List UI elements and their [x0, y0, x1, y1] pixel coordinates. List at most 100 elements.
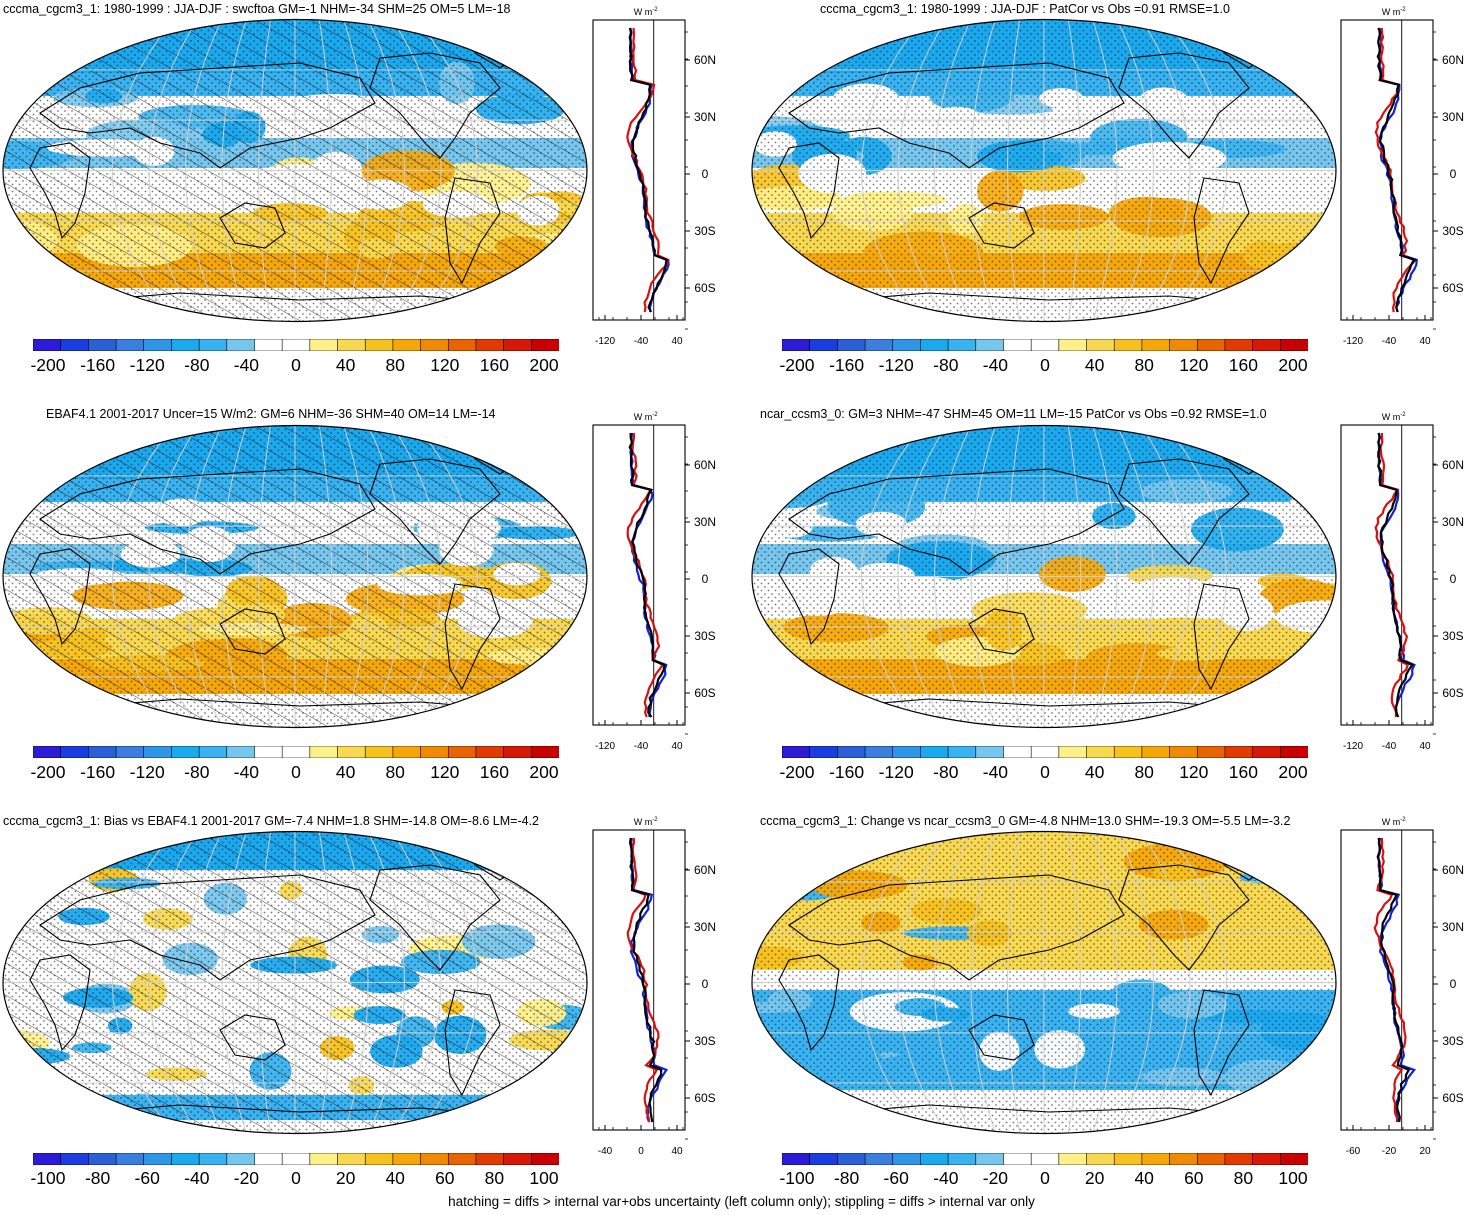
- zonal-unit-label: W m-2: [1382, 817, 1406, 827]
- colorbar-tick-label: -120: [878, 355, 914, 375]
- zonal-lat-label: 60N: [1442, 863, 1464, 877]
- zonal-lat-label: 60N: [1442, 458, 1464, 472]
- colorbar-tick-label: 40: [335, 762, 356, 782]
- zonal-x-label: 40: [1419, 741, 1431, 752]
- colorbar-swatch: [864, 339, 894, 351]
- colorbar-swatch: [392, 339, 422, 351]
- zonal-lat-label: 30S: [694, 1034, 715, 1048]
- zonal-lat-label: 30N: [694, 515, 716, 529]
- zonal-curve: [628, 432, 666, 718]
- colorbar-swatch: [143, 339, 173, 351]
- map-graticule: [752, 831, 1336, 1134]
- zonal-frame: [592, 19, 686, 321]
- colorbar-swatch: [947, 1153, 977, 1165]
- colorbar-swatch: [1169, 746, 1198, 758]
- colorbar-tick-label: 0: [1040, 1168, 1050, 1188]
- colorbar-tick-label: -80: [933, 762, 959, 782]
- colorbar-tick-label: 0: [291, 355, 301, 375]
- colorbar-swatch: [1141, 339, 1171, 351]
- panel-2-title: cccma_cgcm3_1: 1980-1999 : JJA-DJF : Pat…: [820, 2, 1230, 16]
- zonal-curve: [628, 837, 663, 1123]
- colorbar-tick-label: -60: [883, 1168, 909, 1188]
- zonal-lat-label: 60N: [694, 53, 716, 67]
- colorbar-tick-label: -80: [833, 1168, 860, 1188]
- colorbar-swatch: [975, 339, 1005, 351]
- panel-3-title: EBAF4.1 2001-2017 Uncer=15 W/m2: GM=6 NH…: [46, 407, 496, 421]
- colorbar-tick-label: -80: [933, 355, 959, 375]
- figure-footer-note: hatching = diffs > internal var+obs unce…: [448, 1194, 1035, 1209]
- colorbar-tick-label: 120: [430, 762, 460, 782]
- zonal-unit-label: W m-2: [1382, 7, 1406, 17]
- colorbar-tick-label: 160: [1228, 355, 1258, 375]
- zonal-lat-label: 30S: [1442, 224, 1463, 238]
- colorbar-tick-label: -60: [134, 1168, 160, 1188]
- colorbar-tick-label: -200: [779, 762, 815, 782]
- colorbar-tick-label: 80: [385, 355, 405, 375]
- colorbar-swatch: [1058, 746, 1088, 758]
- map-graticule: [752, 19, 1336, 322]
- colorbar-tick-label: 0: [1040, 762, 1050, 782]
- colorbar-swatch: [1030, 746, 1060, 758]
- colorbar-swatch: [364, 746, 394, 758]
- panel-4-colorbar: [782, 746, 1308, 758]
- zonal-lat-label: 60N: [694, 863, 716, 877]
- colorbar-swatch: [1196, 1153, 1226, 1165]
- colorbar-tick-label: -80: [84, 1168, 111, 1188]
- zonal-curve: [626, 27, 670, 313]
- colorbar-swatch: [531, 339, 559, 351]
- colorbar-tick-label: -160: [80, 762, 116, 782]
- colorbar-swatch: [503, 746, 533, 758]
- colorbar-tick-label: -160: [829, 355, 865, 375]
- colorbar-swatch: [337, 339, 366, 351]
- colorbar-swatch: [1086, 339, 1115, 351]
- zonal-curve: [1377, 837, 1417, 1123]
- colorbar-swatch: [837, 1153, 866, 1165]
- panel-5-title: cccma_cgcm3_1: Bias vs EBAF4.1 2001-2017…: [3, 814, 539, 828]
- colorbar-swatch: [864, 746, 894, 758]
- colorbar-swatch: [337, 1153, 366, 1165]
- colorbar-swatch: [88, 339, 117, 351]
- colorbar-swatch: [1224, 746, 1254, 758]
- colorbar-swatch: [309, 339, 339, 351]
- zonal-curve: [1374, 432, 1410, 718]
- panel-4-map: [751, 424, 1337, 729]
- colorbar-swatch: [1030, 1153, 1060, 1165]
- colorbar-swatch: [920, 1153, 949, 1165]
- colorbar-swatch: [447, 1153, 477, 1165]
- panel-6-colorbar-labels: -100 -80 -60 -40 -20 0 20 40 60 80 100: [779, 1168, 1308, 1190]
- colorbar-swatch: [115, 1153, 145, 1165]
- colorbar-swatch: [198, 746, 228, 758]
- colorbar-tick-label: -200: [30, 355, 66, 375]
- panel-3-map: [2, 424, 588, 729]
- zonal-lat-label: 60N: [1442, 53, 1464, 67]
- colorbar-tick-label: 0: [291, 762, 301, 782]
- zonal-lat-label: 30S: [694, 629, 715, 643]
- colorbar-swatch: [309, 1153, 339, 1165]
- colorbar-swatch: [143, 746, 173, 758]
- colorbar-swatch: [1169, 1153, 1198, 1165]
- colorbar-swatch: [254, 339, 283, 351]
- zonal-lat-label: 30N: [694, 110, 716, 124]
- zonal-frame: [592, 829, 686, 1131]
- colorbar-swatch: [1280, 1153, 1308, 1165]
- colorbar-swatch: [837, 746, 866, 758]
- colorbar-tick-label: -200: [30, 762, 66, 782]
- colorbar-swatch: [1141, 746, 1171, 758]
- colorbar-swatch: [531, 1153, 559, 1165]
- colorbar-tick-label: -40: [233, 762, 260, 782]
- colorbar-swatch: [1252, 339, 1282, 351]
- zonal-curve: [628, 27, 668, 313]
- colorbar-swatch: [60, 746, 90, 758]
- colorbar-swatch: [392, 1153, 422, 1165]
- colorbar-swatch: [1030, 339, 1060, 351]
- colorbar-swatch: [1280, 339, 1308, 351]
- colorbar-swatch: [1280, 746, 1308, 758]
- colorbar-swatch: [1252, 1153, 1282, 1165]
- colorbar-swatch: [782, 339, 811, 351]
- map-border: [751, 830, 1337, 1135]
- colorbar-swatch: [254, 1153, 283, 1165]
- panel-1-title: cccma_cgcm3_1: 1980-1999 : JJA-DJF : swc…: [3, 2, 511, 16]
- colorbar-swatch: [809, 1153, 839, 1165]
- colorbar-swatch: [920, 746, 949, 758]
- colorbar-tick-label: 200: [1278, 762, 1308, 782]
